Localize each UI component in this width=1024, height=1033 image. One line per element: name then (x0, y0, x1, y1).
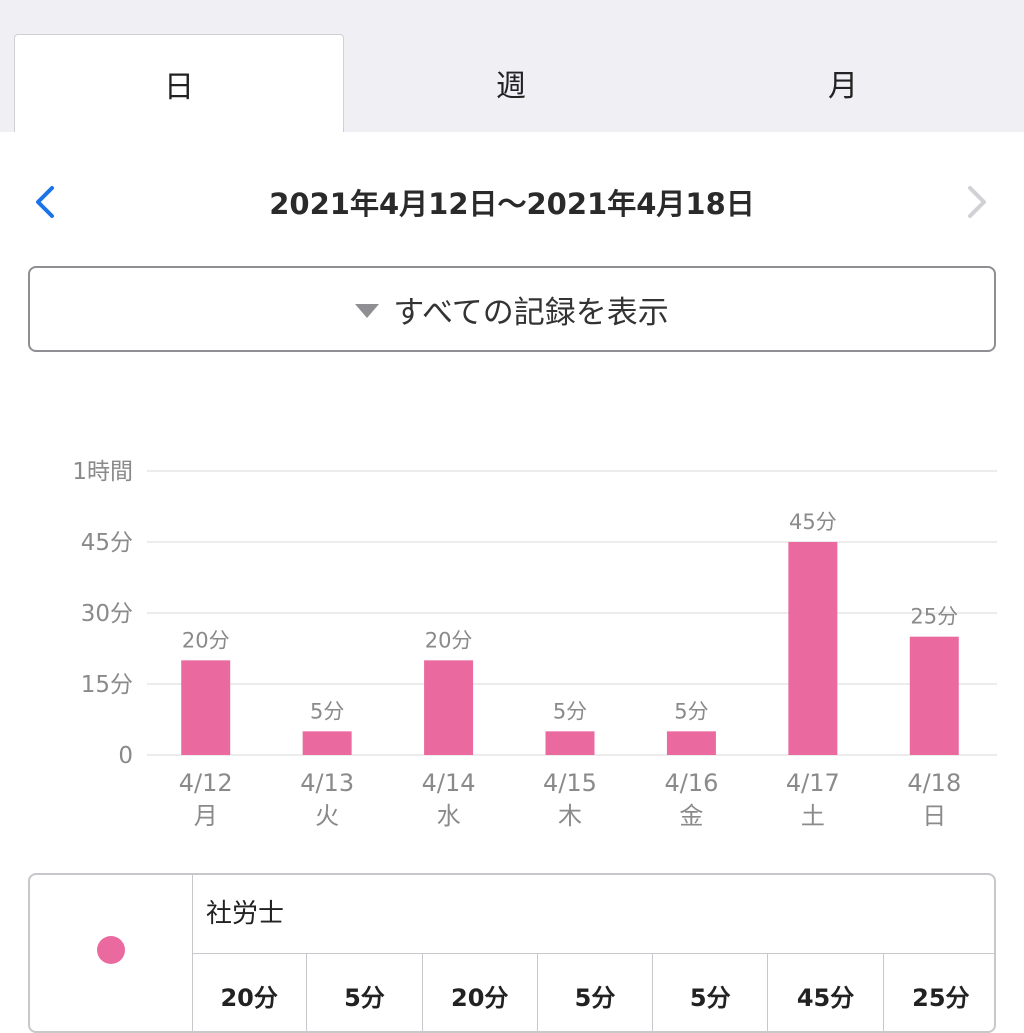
bar (424, 660, 474, 755)
x-tick-label: 4/14 (422, 769, 476, 797)
tab-week[interactable]: 週 (496, 69, 526, 104)
x-tick-weekday: 金 (679, 802, 703, 830)
x-tick-label: 4/17 (786, 769, 840, 797)
y-tick-label: 30分 (81, 601, 133, 627)
series-color-dot (97, 936, 125, 964)
record-filter-label: すべての記録を表示 (393, 294, 669, 331)
bar (545, 731, 595, 755)
legend-value-cell: 20分 (423, 954, 538, 1031)
bar-data-label: 25分 (910, 605, 958, 629)
bar-data-label: 20分 (182, 628, 230, 652)
bar (788, 542, 838, 755)
y-tick-label: 15分 (81, 672, 133, 698)
bar-data-label: 20分 (425, 628, 473, 652)
tab-month[interactable]: 月 (828, 69, 858, 104)
legend-value-cell: 5分 (653, 954, 769, 1031)
x-tick-label: 4/12 (179, 769, 233, 797)
record-filter-dropdown[interactable]: すべての記録を表示 (28, 266, 996, 352)
triangle-down-icon (355, 304, 380, 318)
x-tick-weekday: 日 (922, 802, 946, 830)
bar-data-label: 5分 (553, 699, 587, 723)
x-tick-weekday: 月 (194, 802, 218, 830)
legend-value-cell: 25分 (912, 983, 970, 1012)
weekly-study-time-chart: 0 15分 30分 45分 1時間 20分 4/12 月 5分 4/13 火 20分 4/14 水 5分 4/… (72, 459, 997, 830)
y-tick-label: 0 (118, 743, 133, 769)
date-range-title: 2021年4月12日〜2021年4月18日 (269, 187, 755, 221)
x-tick-label: 4/16 (664, 769, 718, 797)
x-tick-label: 4/15 (543, 769, 597, 797)
bar (181, 660, 231, 755)
legend-table: 社労士 20分 5分 20分 5分 5分 45分 25分 (28, 873, 996, 1033)
bar-data-label: 45分 (789, 510, 837, 534)
legend-value-cell: 45分 (768, 954, 884, 1031)
legend-value-cell: 5分 (307, 954, 423, 1031)
chevron-left-icon[interactable] (28, 180, 68, 224)
x-tick-weekday: 水 (437, 802, 461, 830)
y-tick-label: 1時間 (72, 459, 133, 485)
legend-values-row: 20分 5分 20分 5分 5分 45分 25分 (192, 953, 994, 1031)
tab-day[interactable]: 日 (14, 34, 344, 132)
bar-data-label: 5分 (674, 699, 708, 723)
x-tick-weekday: 火 (315, 802, 339, 830)
bar-data-label: 5分 (310, 699, 344, 723)
bar (909, 636, 959, 755)
legend-series-name: 社労士 (206, 899, 285, 929)
legend-value-cell: 20分 (192, 954, 308, 1031)
date-navigator: 2021年4月12日〜2021年4月18日 (0, 160, 1024, 244)
x-tick-weekday: 木 (558, 802, 582, 830)
bar (302, 731, 352, 755)
tab-bar: 日 週 月 (0, 0, 1024, 132)
legend-color-cell (30, 875, 193, 1031)
x-tick-label: 4/18 (907, 769, 961, 797)
x-tick-weekday: 土 (801, 802, 825, 830)
x-tick-label: 4/13 (300, 769, 354, 797)
legend-value-cell: 5分 (538, 954, 654, 1031)
y-tick-label: 45分 (81, 530, 133, 556)
chevron-right-icon[interactable] (956, 180, 996, 224)
bar (666, 731, 716, 755)
